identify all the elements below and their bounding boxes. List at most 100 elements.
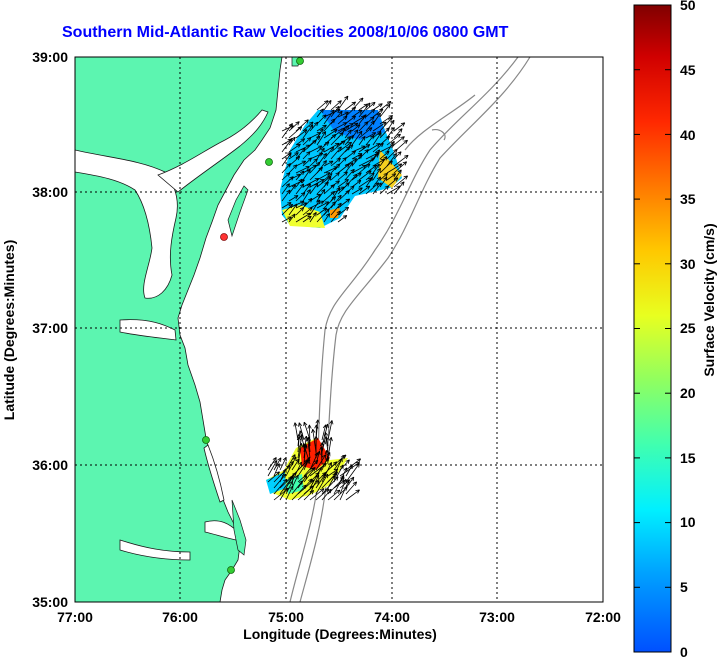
velocity-arrow-head <box>325 153 327 158</box>
velocity-arrow-head <box>390 140 395 144</box>
velocity-arrow-head <box>365 185 370 188</box>
velocity-arrow <box>309 424 311 447</box>
velocity-arrow-head <box>372 116 375 121</box>
velocity-arrow <box>323 109 335 125</box>
velocity-arrow-head <box>285 183 290 186</box>
velocity-arrow <box>339 478 347 495</box>
velocity-arrow-head <box>326 100 329 105</box>
velocity-arrow-head <box>321 189 325 192</box>
velocity-arrow <box>288 213 296 223</box>
velocity-arrow-head <box>324 181 329 184</box>
x-tick-label: 73:00 <box>479 609 515 625</box>
velocity-arrow <box>386 173 396 181</box>
plot-frame <box>74 56 604 603</box>
velocity-arrow-head <box>366 149 369 154</box>
velocity-arrow-head <box>333 109 335 114</box>
velocity-arrow-head <box>286 163 291 166</box>
velocity-arrow-head <box>302 170 305 176</box>
velocity-arrow <box>285 456 297 477</box>
velocity-arrow <box>337 182 350 195</box>
velocity-arrow-head <box>322 153 327 156</box>
colorbar-tick-label: 5 <box>680 579 688 595</box>
velocity-arrow-head <box>330 118 335 121</box>
velocity-arrow-head <box>298 422 303 426</box>
velocity-arrow-head <box>312 428 316 433</box>
velocity-arrow-head <box>324 141 330 144</box>
velocity-arrow-head <box>329 176 332 181</box>
velocity-arrow-head <box>294 184 296 189</box>
velocity-arrow-head <box>332 191 336 196</box>
velocity-arrow-head <box>296 436 300 441</box>
velocity-arrow <box>333 455 345 471</box>
velocity-arrow <box>337 190 350 202</box>
velocity-arrow-head <box>395 177 399 182</box>
velocity-arrow-head <box>386 185 389 190</box>
velocity-arrow <box>295 119 309 132</box>
velocity-arrow-head <box>305 475 308 480</box>
velocity-arrow <box>321 476 339 495</box>
velocity-arrow-head <box>355 463 360 466</box>
velocity-arrow-head <box>288 465 291 470</box>
velocity-arrow <box>295 160 306 167</box>
velocity-arrow-head <box>341 140 346 143</box>
colorbar-tick-label: 50 <box>680 0 696 13</box>
velocity-arrow <box>302 139 317 153</box>
velocity-arrow <box>330 140 346 153</box>
velocity-arrow <box>295 183 305 195</box>
velocity-arrow-head <box>359 109 363 114</box>
velocity-arrow <box>337 163 350 174</box>
velocity-arrow <box>315 488 330 501</box>
radar-stations <box>202 57 304 574</box>
velocity-arrow <box>316 207 327 216</box>
velocity-arrow-head <box>316 161 321 164</box>
velocity-arrow <box>372 121 387 132</box>
velocity-arrow <box>323 213 330 223</box>
velocity-arrow <box>344 150 356 160</box>
velocity-arrow-head <box>340 474 345 479</box>
velocity-arrow-head <box>372 108 376 113</box>
velocity-arrow-head <box>316 135 321 138</box>
velocity-arrow-head <box>327 100 332 103</box>
velocity-arrow-head <box>325 160 327 165</box>
velocity-arrow-head <box>330 184 335 187</box>
velocity-arrow-head <box>316 178 320 182</box>
velocity-arrow-head <box>283 487 288 491</box>
velocity-arrow-head <box>301 207 305 212</box>
velocity-arrow-head <box>365 144 370 146</box>
velocity-arrow <box>365 135 375 146</box>
velocity-arrow-head <box>275 471 280 474</box>
velocity-arrow-head <box>336 210 341 213</box>
station-marker <box>265 158 273 166</box>
velocity-arrow <box>379 101 392 111</box>
velocity-arrow-head <box>306 189 311 192</box>
velocity-arrow-head <box>352 185 355 190</box>
velocity-arrow-head <box>400 169 402 174</box>
velocity-arrow-head <box>343 454 347 459</box>
velocity-arrow-head <box>307 424 310 429</box>
velocity-arrow <box>281 137 293 153</box>
velocity-arrow <box>281 139 292 146</box>
velocity-arrow-head <box>313 459 318 463</box>
velocity-arrow <box>345 481 357 495</box>
velocity-arrow-head <box>383 176 388 180</box>
velocity-arrow-head <box>302 129 308 131</box>
velocity-arrow-head <box>357 124 361 129</box>
x-tick-label: 72:00 <box>585 609 621 625</box>
velocity-arrow-head <box>323 432 326 437</box>
velocity-arrow-head <box>324 100 329 102</box>
velocity-arrow-head <box>377 182 382 185</box>
velocity-arrow-head <box>383 156 387 159</box>
bathymetry-contours <box>289 57 531 602</box>
velocity-arrow <box>302 157 312 167</box>
velocity-arrow-head <box>395 153 397 158</box>
velocity-arrow <box>330 187 341 202</box>
velocity-arrow-head <box>282 468 287 472</box>
velocity-arrow-head <box>303 475 307 478</box>
velocity-arrow <box>345 463 360 483</box>
velocity-arrow-head <box>369 116 375 119</box>
velocity-arrow-head <box>357 154 362 157</box>
velocity-arrow <box>351 109 363 118</box>
velocity-arrow-head <box>400 122 405 124</box>
velocity-arrow-head <box>380 108 384 113</box>
velocity-arrow <box>330 172 340 181</box>
